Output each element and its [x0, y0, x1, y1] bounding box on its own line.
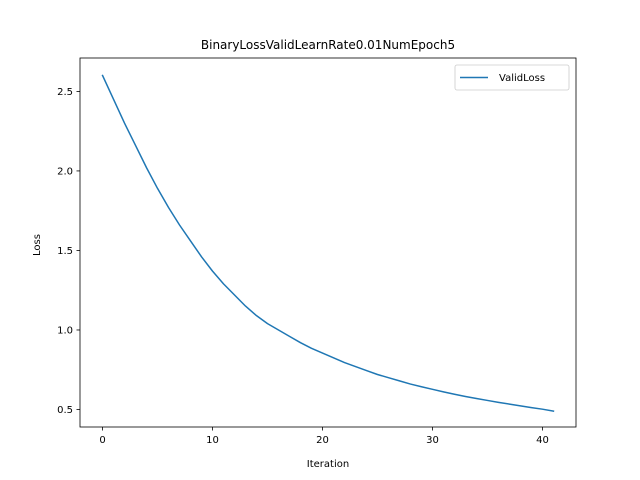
plot-frame	[79, 57, 577, 428]
y-tick-label: 0.5	[57, 405, 73, 416]
y-tick-label: 2.5	[57, 87, 73, 98]
x-tick-label: 20	[316, 435, 329, 446]
y-tick-label: 1.0	[57, 325, 73, 336]
chart-title: BinaryLossValidLearnRate0.01NumEpoch5	[201, 38, 455, 52]
legend: ValidLoss	[454, 64, 570, 91]
y-axis-label: Loss	[32, 234, 43, 256]
x-tick-label: 30	[426, 435, 439, 446]
y-tick-label: 1.5	[57, 246, 73, 257]
plot-area: 0 10 20 30 40 0.5 1.0 1.5 2.0 2.5 ValidLoss	[57, 57, 577, 446]
y-tick-label: 2.0	[57, 166, 73, 177]
legend-box	[454, 64, 570, 91]
x-tick-label: 10	[206, 435, 219, 446]
x-axis-label: Iteration	[307, 459, 349, 470]
legend-label: ValidLoss	[499, 73, 545, 84]
series-line-validloss	[101, 74, 555, 412]
x-tick-label: 40	[536, 435, 549, 446]
x-tick-label: 0	[99, 435, 105, 446]
